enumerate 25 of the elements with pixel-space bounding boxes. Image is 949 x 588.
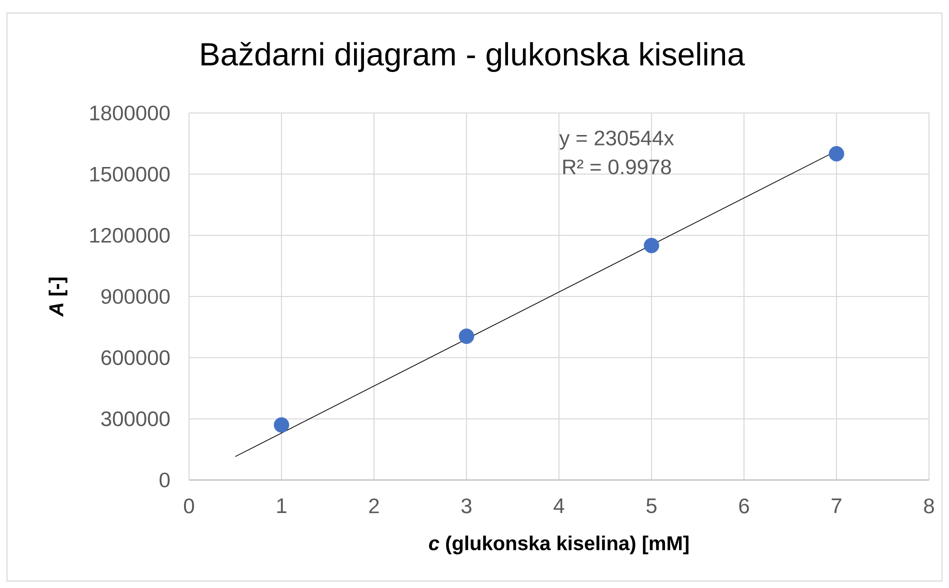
- y-tick-label: 600000: [101, 350, 170, 366]
- point: [644, 238, 660, 254]
- chart-title: Baždarni dijagram - glukonska kiselina: [202, 42, 745, 72]
- point: [828, 146, 844, 162]
- x-tick-label: 7: [832, 498, 842, 513]
- y-tick-label: 1200000: [90, 228, 170, 243]
- x-tick-label: 2: [369, 498, 379, 514]
- x-tick-label: 8: [924, 498, 934, 514]
- point: [274, 417, 290, 433]
- annotation: R² = 0.9978: [563, 160, 671, 174]
- x-tick-label: 5: [646, 498, 656, 514]
- x-tick-label: 4: [554, 498, 564, 513]
- y-tick-label: 1800000: [90, 106, 170, 120]
- x-tick-label: 3: [461, 498, 472, 514]
- y-tick-label: 900000: [101, 289, 170, 304]
- x-tick-label: 1: [277, 498, 286, 513]
- x-tick-label: 6: [739, 498, 749, 514]
- y-tick-label: 1500000: [90, 166, 170, 182]
- y-tick-label: 300000: [101, 411, 170, 426]
- point: [458, 328, 474, 344]
- annotation: y = 230544x: [559, 130, 674, 150]
- y-tick-label: 0: [160, 472, 170, 488]
- y-axis-title: A [-]: [48, 278, 68, 317]
- x-tick-label: 0: [184, 498, 194, 514]
- x-axis-title: c (glukonska kiselina) [mM]: [429, 536, 688, 554]
